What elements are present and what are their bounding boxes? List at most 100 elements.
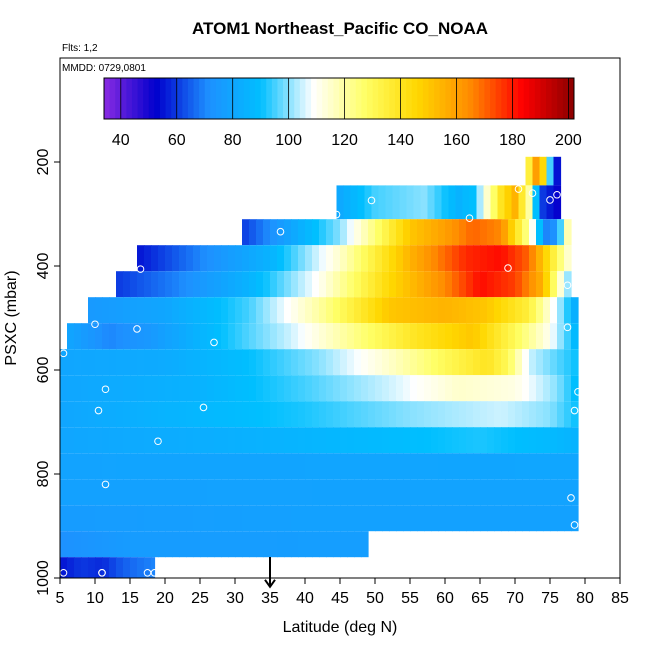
heatmap-cell — [417, 271, 425, 298]
heatmap-cell — [284, 271, 292, 298]
heatmap-cell — [333, 479, 341, 506]
heatmap-cell — [452, 375, 460, 402]
colorbar-swatch — [512, 78, 519, 119]
heatmap-cell — [340, 505, 348, 532]
heatmap-cell — [494, 375, 502, 402]
heatmap-cell — [333, 245, 341, 272]
x-tick-label: 55 — [401, 590, 419, 607]
heatmap-cell — [340, 349, 348, 376]
heatmap-cell — [459, 505, 467, 532]
heatmap-cell — [109, 427, 117, 454]
heatmap-cell — [193, 427, 201, 454]
sample-point — [570, 521, 579, 529]
heatmap-cell — [123, 375, 131, 402]
heatmap-cell — [410, 297, 418, 324]
heatmap-cell — [130, 453, 138, 480]
heatmap-cell — [144, 531, 152, 558]
heatmap-cell — [424, 297, 432, 324]
heatmap-cell — [277, 297, 285, 324]
heatmap-cell — [256, 271, 264, 298]
heatmap-cell — [263, 453, 271, 480]
heatmap-cell — [326, 245, 334, 272]
heatmap-cell — [529, 297, 537, 324]
colorbar-swatch — [327, 78, 334, 119]
heatmap-cell — [67, 427, 75, 454]
heatmap-cell — [417, 453, 425, 480]
heatmap-cell — [571, 453, 579, 480]
sample-point — [154, 437, 162, 446]
heatmap-cell — [137, 427, 145, 454]
heatmap-cell — [256, 349, 264, 376]
heatmap-cell — [557, 453, 565, 480]
heatmap-cell — [564, 479, 572, 506]
heatmap-cell — [305, 401, 313, 428]
heatmap-cell — [179, 271, 187, 298]
heatmap-cell — [434, 185, 443, 220]
heatmap-cell — [564, 271, 572, 298]
heatmap-cell — [277, 323, 285, 350]
heatmap-cell — [333, 271, 341, 298]
heatmap-cell — [445, 453, 453, 480]
heatmap-cell — [497, 185, 506, 220]
heatmap-cell — [410, 505, 418, 532]
heatmap-cell — [354, 323, 362, 350]
heatmap-cell — [459, 349, 467, 376]
colorbar-swatch — [305, 78, 312, 119]
heatmap-cell — [354, 375, 362, 402]
heatmap-cell — [525, 185, 534, 220]
heatmap-cell — [67, 349, 75, 376]
colorbar-swatch — [467, 78, 474, 119]
heatmap-cell — [326, 453, 334, 480]
heatmap-cell — [158, 427, 166, 454]
heatmap-cell — [396, 323, 404, 350]
heatmap-cell — [277, 505, 285, 532]
marker-arrowhead — [264, 579, 276, 589]
heatmap-cell — [67, 453, 75, 480]
heatmap-cell — [242, 401, 250, 428]
heatmap-cell — [284, 505, 292, 532]
heatmap-cell — [200, 375, 208, 402]
heatmap-cell — [536, 245, 544, 272]
heatmap-cell — [361, 375, 369, 402]
heatmap-cell — [445, 271, 453, 298]
heatmap-cell — [347, 245, 355, 272]
heatmap-cell — [319, 505, 327, 532]
heatmap-cell — [249, 323, 257, 350]
heatmap-cell — [200, 245, 208, 272]
heatmap-cell — [214, 531, 222, 558]
heatmap-cell — [200, 401, 208, 428]
colorbar-swatch — [529, 78, 536, 119]
heatmap-cell — [410, 479, 418, 506]
heatmap-cell — [543, 297, 551, 324]
heatmap-cell — [151, 349, 159, 376]
colorbar-swatch — [171, 78, 178, 119]
heatmap-cell — [431, 375, 439, 402]
heatmap-cell — [466, 349, 474, 376]
heatmap-cell — [228, 401, 236, 428]
heatmap-cell — [305, 479, 313, 506]
heatmap-cell — [557, 297, 565, 324]
heatmap-cell — [186, 323, 194, 350]
x-tick-label: 25 — [191, 590, 209, 607]
heatmap-cell — [494, 453, 502, 480]
heatmap-cell — [564, 375, 572, 402]
x-tick-label: 40 — [296, 590, 314, 607]
heatmap-cell — [473, 427, 481, 454]
x-tick-label: 5 — [56, 590, 65, 607]
heatmap-cell — [522, 505, 530, 532]
heatmap-cell — [382, 323, 390, 350]
heatmap-cell — [270, 427, 278, 454]
heatmap-cell — [284, 401, 292, 428]
heatmap-cell — [424, 401, 432, 428]
heatmap-cell — [431, 219, 439, 246]
heatmap-cell — [207, 401, 215, 428]
heatmap-cell — [151, 401, 159, 428]
heatmap-cell — [487, 245, 495, 272]
sample-point — [94, 406, 103, 415]
heatmap-cell — [494, 349, 502, 376]
heatmap-cell — [74, 557, 82, 578]
heatmap-row — [116, 271, 572, 298]
heatmap-cell — [116, 557, 124, 578]
heatmap-cell — [123, 401, 131, 428]
heatmap-cell — [536, 401, 544, 428]
